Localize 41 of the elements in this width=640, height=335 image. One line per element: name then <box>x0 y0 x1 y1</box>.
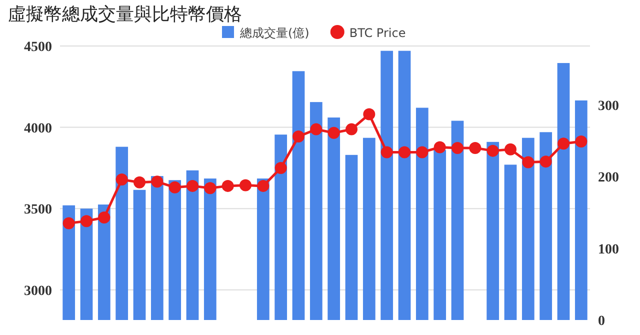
point <box>416 146 428 158</box>
point <box>398 146 410 158</box>
point <box>328 126 340 139</box>
point <box>310 123 322 136</box>
y-tick-label: 3000 <box>24 284 52 299</box>
point <box>151 176 164 188</box>
point <box>504 143 516 156</box>
point <box>522 156 534 168</box>
legend-label: BTC Price <box>349 26 406 40</box>
point <box>257 180 270 192</box>
y-tick-label: 4500 <box>24 40 52 55</box>
point <box>240 179 252 192</box>
point <box>434 141 446 154</box>
point <box>62 217 75 230</box>
point <box>116 173 128 186</box>
point <box>134 176 146 188</box>
point <box>540 156 552 168</box>
point <box>222 180 234 192</box>
point <box>380 146 393 158</box>
y-tick-label: 3500 <box>24 202 52 218</box>
point <box>558 138 570 150</box>
y2-tick-label: 300 <box>598 98 619 114</box>
y2-tick-label: 200 <box>598 170 619 186</box>
point <box>452 142 464 154</box>
point <box>186 180 198 192</box>
point <box>575 135 588 148</box>
point <box>168 181 181 194</box>
point <box>98 211 110 224</box>
point <box>204 182 216 194</box>
point <box>346 123 358 136</box>
legend-label: 總成交量(億) <box>239 26 310 40</box>
point <box>469 142 482 154</box>
point <box>486 144 499 157</box>
point <box>274 162 287 174</box>
y2-tick-label: 100 <box>598 242 619 258</box>
point <box>363 108 376 120</box>
title: 虛擬幣總成交量與比特幣價格 <box>8 4 242 25</box>
y2-tick-label: 0 <box>598 314 605 329</box>
y-tick-label: 4000 <box>24 121 52 136</box>
point <box>80 215 92 228</box>
point <box>292 130 304 142</box>
